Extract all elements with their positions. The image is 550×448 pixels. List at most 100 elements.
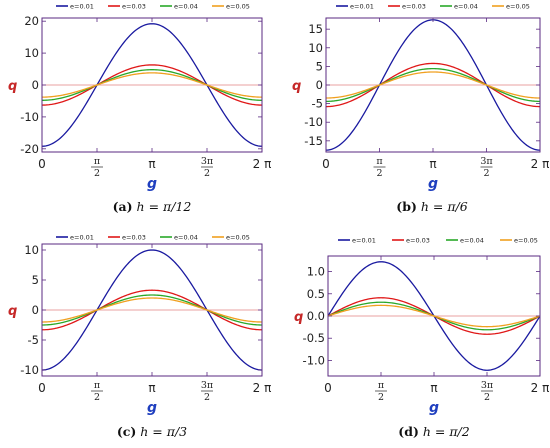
- x-axis-label: g: [428, 176, 438, 192]
- x-tick-label-2-den: 2: [94, 392, 100, 403]
- x-tick-label-4-den: 2: [484, 392, 490, 403]
- panel-caption: (d) h = π/2: [398, 424, 469, 439]
- legend-label-1: e=0.01: [70, 234, 94, 242]
- x-tick-label-5: 2 π: [253, 157, 272, 171]
- y-tick-label-7: 15: [308, 22, 323, 36]
- caption-expression: h = π/3: [136, 424, 187, 439]
- x-tick-label-1: 0: [322, 157, 330, 171]
- x-tick-label-4-num: 3π: [201, 380, 213, 391]
- panel-caption: (c) h = π/3: [117, 424, 187, 439]
- panel-caption: (a) h = π/12: [113, 199, 192, 214]
- x-tick-label-4-num: 3π: [481, 380, 493, 391]
- x-tick-label-4-num: 3π: [201, 156, 213, 167]
- legend-label-2: e=0.03: [406, 237, 430, 245]
- x-tick-label-4-den: 2: [483, 168, 489, 179]
- x-axis-label: g: [429, 400, 439, 416]
- x-tick-label-2-num: π: [94, 380, 100, 391]
- caption-tag: (a): [113, 199, 133, 214]
- y-tick-label-2: -0.5: [303, 331, 325, 345]
- x-tick-label-3: π: [429, 157, 436, 171]
- series-line-e-0-05: [41, 297, 263, 323]
- legend-label-2: e=0.03: [122, 234, 146, 242]
- y-tick-label-5: 10: [24, 243, 39, 257]
- chart-panel-4: e=0.01 e=0.03 e=0.04 e=0.05 -1.0 -0.5 0.0 0.5 1.…: [294, 237, 549, 440]
- y-tick-label-1: -20: [20, 142, 39, 156]
- series-line-e-0-03: [41, 64, 263, 106]
- y-axis-label: q: [292, 79, 301, 94]
- y-tick-label-5: 20: [24, 14, 39, 28]
- legend-label-1: e=0.01: [352, 237, 376, 245]
- legend-label-4: e=0.05: [226, 234, 250, 242]
- y-axis-label: q: [8, 304, 17, 319]
- caption-expression: h = π/6: [417, 199, 468, 214]
- legend-label-3: e=0.04: [460, 237, 484, 245]
- caption-tag: (c): [117, 424, 136, 439]
- series-line-e-0-04: [41, 69, 263, 101]
- series-line-e-0-05: [327, 304, 541, 328]
- caption-tag: (d): [398, 424, 419, 439]
- legend-label-1: e=0.01: [350, 3, 374, 11]
- y-tick-label-1: -15: [304, 134, 323, 148]
- series-line-e-0-05: [41, 72, 263, 98]
- y-tick-label-2: -10: [20, 110, 39, 124]
- caption-expression: h = π/2: [419, 424, 470, 439]
- x-tick-label-4-num: 3π: [480, 156, 492, 167]
- series-line-e-0-04: [41, 294, 263, 326]
- x-tick-label-2-den: 2: [376, 168, 382, 179]
- series-line-e-0-04: [325, 67, 541, 103]
- panel-caption: (b) h = π/6: [396, 199, 467, 214]
- x-tick-label-3: π: [430, 381, 437, 395]
- y-tick-label-4: 5: [32, 273, 39, 287]
- legend-label-1: e=0.01: [70, 3, 94, 11]
- x-tick-label-2-num: π: [376, 156, 382, 167]
- x-tick-label-4-den: 2: [204, 168, 210, 179]
- legend-label-3: e=0.04: [454, 3, 478, 11]
- x-axis-label: g: [147, 176, 157, 192]
- x-tick-label-5: 2 π: [531, 381, 550, 395]
- y-tick-label-3: 0.0: [307, 309, 325, 323]
- legend-label-4: e=0.05: [226, 3, 250, 11]
- chart-panel-2: e=0.01 e=0.03 e=0.04 e=0.05 -15 -10 -5 0 5 10 15 0 π…: [292, 3, 549, 215]
- series-line-e-0-05: [325, 71, 541, 99]
- series-line-e-0-01: [41, 23, 263, 147]
- y-tick-label-5: 5: [316, 59, 323, 73]
- caption-tag: (b): [396, 199, 417, 214]
- series-line-e-0-03: [41, 289, 263, 331]
- y-tick-label-3: 0: [32, 303, 39, 317]
- legend-label-3: e=0.04: [174, 3, 198, 11]
- y-tick-label-4: 0.5: [307, 287, 325, 301]
- x-tick-label-2-num: π: [378, 380, 384, 391]
- x-tick-label-3: π: [148, 381, 155, 395]
- y-tick-label-1: -10: [20, 363, 39, 377]
- legend-label-2: e=0.03: [402, 3, 426, 11]
- legend-label-4: e=0.05: [506, 3, 530, 11]
- x-tick-label-5: 2 π: [531, 157, 550, 171]
- x-tick-label-2-den: 2: [378, 392, 384, 403]
- y-axis-label: q: [294, 310, 303, 325]
- x-tick-label-1: 0: [324, 381, 332, 395]
- y-tick-label-5: 1.0: [307, 265, 325, 279]
- y-tick-label-4: 10: [24, 46, 39, 60]
- y-tick-label-6: 10: [308, 41, 323, 55]
- y-tick-label-1: -1.0: [303, 353, 325, 367]
- y-tick-label-2: -5: [28, 333, 39, 347]
- series-line-e-0-03: [325, 62, 541, 108]
- x-tick-label-1: 0: [38, 381, 46, 395]
- series-line-e-0-01: [41, 249, 263, 371]
- y-tick-label-3: 0: [32, 78, 39, 92]
- x-tick-label-2-den: 2: [94, 168, 100, 179]
- x-tick-label-2-num: π: [94, 156, 100, 167]
- x-axis-label: g: [147, 400, 157, 416]
- x-tick-label-4-den: 2: [204, 392, 210, 403]
- y-tick-label-2: -10: [304, 115, 323, 129]
- y-axis-label: q: [8, 79, 17, 94]
- y-tick-label-4: 0: [316, 78, 323, 92]
- x-tick-label-1: 0: [38, 157, 46, 171]
- y-tick-label-3: -5: [312, 97, 323, 111]
- legend-label-2: e=0.03: [122, 3, 146, 11]
- x-tick-label-5: 2 π: [253, 381, 272, 395]
- legend-label-4: e=0.05: [514, 237, 538, 245]
